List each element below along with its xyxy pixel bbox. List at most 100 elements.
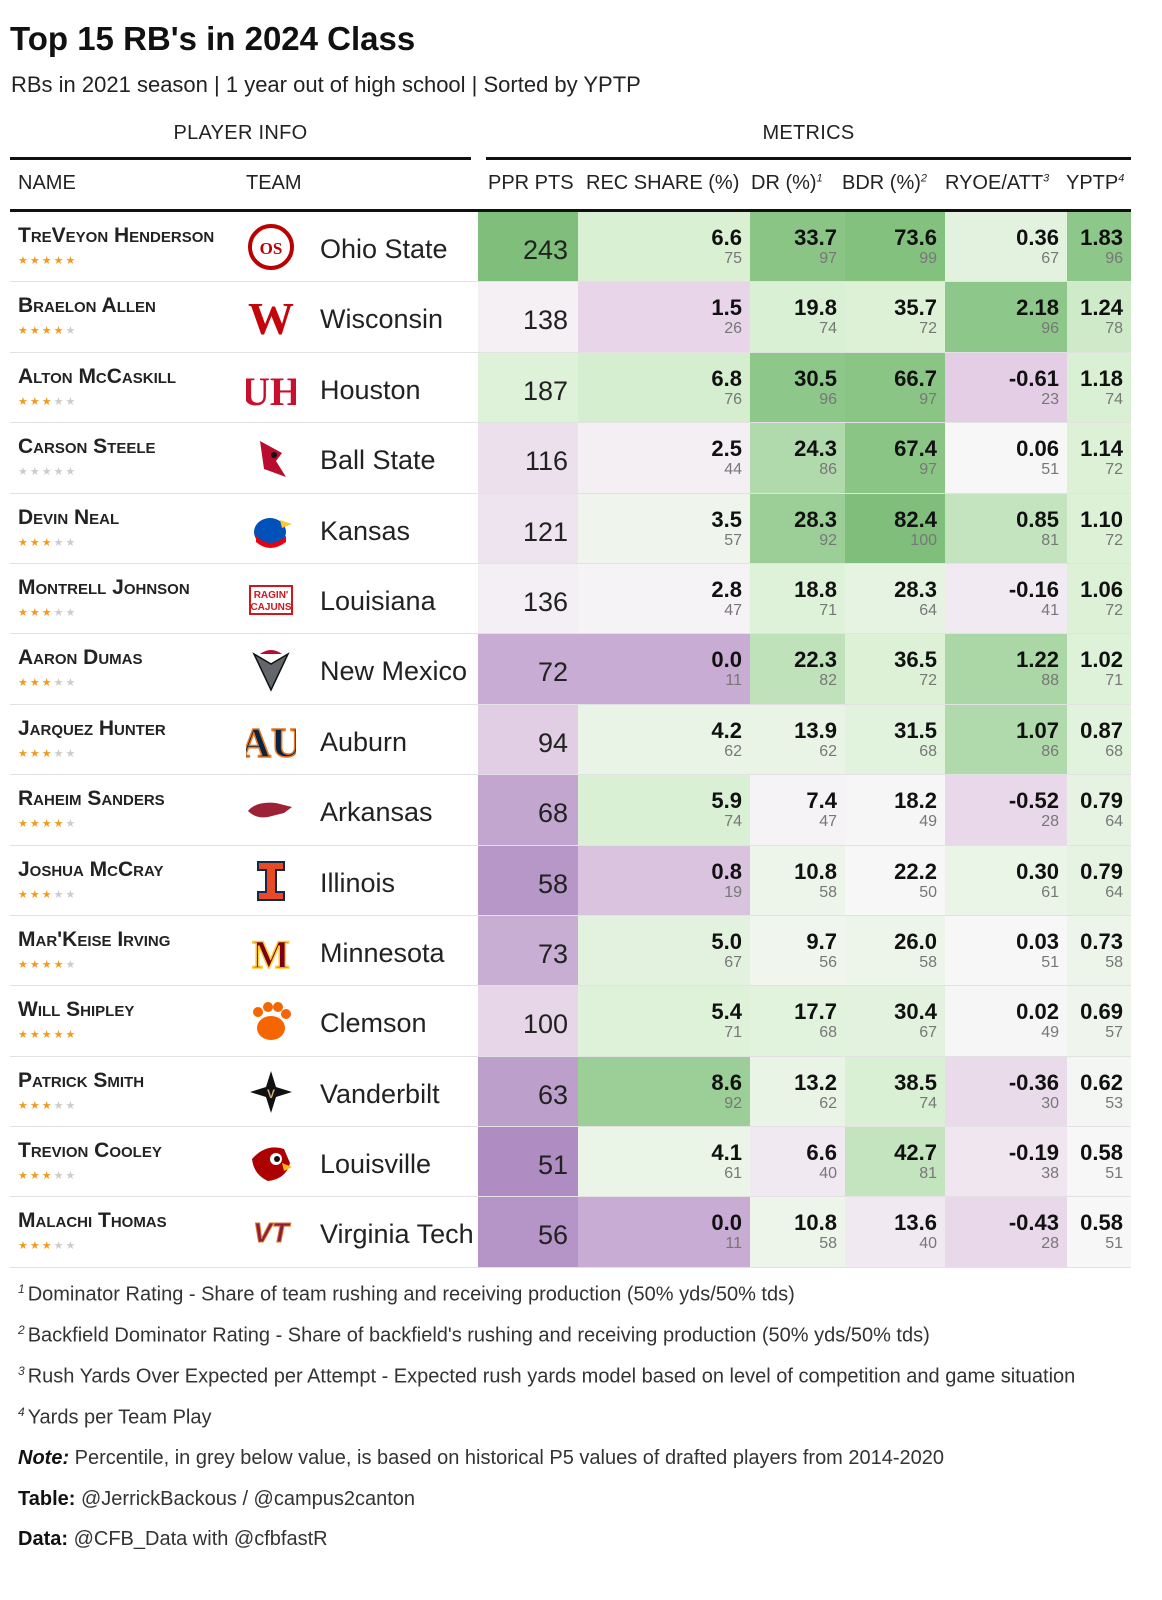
yptp-value: 1.18: [1080, 365, 1123, 391]
yptp-percentile: 72: [1105, 461, 1123, 479]
footnote-1: 1 Dominator Rating - Share of team rushin…: [18, 1282, 795, 1307]
yptp-percentile: 58: [1105, 953, 1123, 971]
bdr-percentile: 97: [919, 461, 937, 479]
team-name: Arkansas: [320, 797, 433, 828]
dr-percentile: 82: [819, 672, 837, 690]
team-name: Virginia Tech: [320, 1219, 474, 1250]
dr-percentile: 71: [819, 601, 837, 619]
star-icon: ★: [41, 818, 54, 831]
ryoe-value: 1.07: [1016, 717, 1059, 743]
footnote-3-mark: 3: [18, 1364, 25, 1378]
bdr-percentile: 50: [919, 883, 937, 901]
col-header-dr: DR (%)1: [751, 172, 823, 195]
star-icon: ★: [65, 1029, 78, 1042]
dr-percentile: 92: [819, 531, 837, 549]
subtitle: RBs in 2021 season | 1 year out of high …: [11, 72, 641, 97]
yptp-cell: 1.24 78: [1067, 282, 1131, 352]
star-rating: ★★★★★: [18, 606, 77, 619]
ryoe-value: 0.85: [1016, 506, 1059, 532]
bdr-cell: 26.0 58: [845, 915, 945, 986]
team-name: Louisville: [320, 1149, 432, 1180]
dr-cell: 17.7 68: [750, 986, 845, 1056]
star-icon: ★: [41, 677, 54, 690]
rec-percentile: 74: [724, 813, 742, 831]
star-icon: ★: [41, 1029, 54, 1042]
table-row: Will Shipley ★★★★★ Clemson 100 5.4 71 17.7 68 30…: [10, 986, 1131, 1057]
footnote-1-text: Dominator Rating - Share of team rushing…: [27, 1283, 795, 1306]
dr-cell: 10.8 58: [750, 1197, 845, 1267]
rec-value: 8.6: [711, 1069, 742, 1095]
bdr-value: 31.5: [894, 717, 937, 743]
bdr-value: 42.7: [894, 1140, 937, 1166]
ryoe-value: -0.52: [1008, 788, 1059, 814]
ryoe-percentile: 51: [1041, 461, 1059, 479]
ryoe-percentile: 23: [1041, 390, 1059, 408]
bdr-cell: 31.5 68: [845, 704, 945, 775]
ball-state-logo: [246, 435, 296, 481]
svg-text:AU: AU: [246, 721, 296, 763]
star-icon: ★: [18, 818, 30, 831]
rec-cell: 8.6 92: [578, 1056, 750, 1127]
dr-value: 10.8: [794, 1210, 837, 1236]
star-icon: ★: [41, 747, 54, 760]
rec-value: 2.8: [711, 576, 742, 602]
bdr-value: 35.7: [894, 295, 937, 321]
bdr-value: 26.0: [894, 928, 937, 954]
bdr-percentile: 81: [919, 1165, 937, 1183]
star-icon: ★: [53, 325, 66, 338]
dr-value: 13.2: [794, 1069, 837, 1095]
star-icon: ★: [29, 818, 42, 831]
star-icon: ★: [29, 677, 42, 690]
dr-cell: 24.3 86: [750, 423, 845, 493]
bdr-value: 67.4: [894, 436, 937, 462]
dr-percentile: 96: [819, 390, 837, 408]
dr-value: 24.3: [794, 436, 837, 462]
star-icon: ★: [53, 677, 66, 690]
yptp-value: 0.79: [1080, 858, 1123, 884]
table-row: Montrell Johnson ★★★★★ RAGIN' CAJUNS Louisia…: [10, 563, 1131, 635]
bdr-value: 28.3: [894, 576, 937, 602]
ryoe-cell: -0.36 30: [945, 1056, 1067, 1127]
rec-percentile: 61: [724, 1165, 742, 1183]
ryoe-cell: 0.02 49: [945, 986, 1067, 1056]
ryoe-value: 0.03: [1016, 928, 1059, 954]
star-icon: ★: [41, 1240, 54, 1253]
star-icon: ★: [53, 1170, 66, 1183]
ryoe-percentile: 30: [1041, 1094, 1059, 1112]
ryoe-percentile: 88: [1041, 672, 1059, 690]
note-text: Percentile, in grey below value, is base…: [74, 1447, 945, 1469]
yptp-percentile: 96: [1105, 250, 1123, 267]
ryoe-percentile: 28: [1041, 813, 1059, 831]
star-rating: ★★★★★: [18, 888, 77, 901]
yptp-value: 1.14: [1080, 436, 1123, 462]
star-icon: ★: [65, 747, 78, 760]
star-icon: ★: [53, 1099, 66, 1112]
ryoe-percentile: 61: [1041, 883, 1059, 901]
rec-percentile: 71: [724, 1024, 742, 1042]
player-name: Aaron Dumas: [18, 646, 143, 670]
table-row: Jarquez Hunter ★★★★★ AU Auburn 94 4.2 62 13.9 62…: [10, 704, 1131, 776]
dr-value: 22.3: [794, 647, 837, 673]
table-row: Carson Steele ★★★★★ Ball State 116 2.5 44 24.3…: [10, 423, 1131, 494]
yptp-cell: 0.69 57: [1067, 986, 1131, 1056]
ryoe-cell: 0.06 51: [945, 423, 1067, 493]
svg-text:CAJUNS: CAJUNS: [250, 602, 291, 613]
ppr-cell: 187: [478, 352, 578, 423]
rec-percentile: 26: [724, 320, 742, 338]
dr-cell: 30.5 96: [750, 352, 845, 423]
dr-value: 19.8: [794, 295, 837, 321]
auburn-logo: AU: [240, 717, 302, 768]
table-row: Aaron Dumas ★★★★★ New Mexico 72 0.0 11 22.3 82 3…: [10, 634, 1131, 705]
dr-cell: 28.3 92: [750, 493, 845, 563]
star-rating: ★★★★★: [18, 958, 77, 971]
rec-percentile: 19: [724, 883, 742, 901]
star-rating: ★★★★★: [18, 465, 77, 478]
dr-value: 18.8: [794, 576, 837, 602]
dr-percentile: 97: [819, 250, 837, 267]
ryoe-cell: -0.43 28: [945, 1197, 1067, 1267]
bdr-percentile: 99: [919, 250, 937, 267]
star-icon: ★: [29, 255, 42, 267]
rec-value: 6.6: [711, 225, 742, 250]
star-icon: ★: [18, 536, 30, 549]
ppr-cell: 94: [478, 704, 578, 775]
